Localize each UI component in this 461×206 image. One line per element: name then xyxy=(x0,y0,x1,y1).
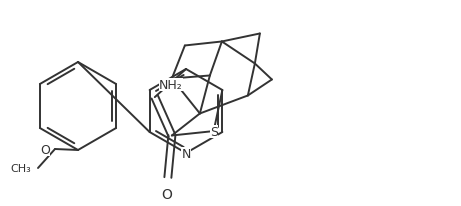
Text: CH₃: CH₃ xyxy=(10,163,31,173)
Text: S: S xyxy=(210,125,218,138)
Text: O: O xyxy=(40,143,50,156)
Text: NH₂: NH₂ xyxy=(159,79,183,92)
Text: O: O xyxy=(161,187,172,201)
Text: N: N xyxy=(181,147,191,160)
